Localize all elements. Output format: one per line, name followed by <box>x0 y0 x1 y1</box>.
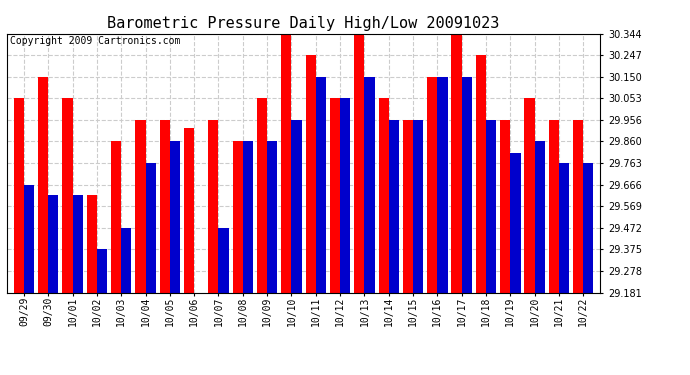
Bar <box>524 99 535 292</box>
Bar <box>511 153 520 292</box>
Bar <box>388 120 399 292</box>
Bar <box>121 228 131 292</box>
Bar <box>291 120 302 292</box>
Bar <box>427 77 437 292</box>
Bar <box>184 128 194 292</box>
Title: Barometric Pressure Daily High/Low 20091023: Barometric Pressure Daily High/Low 20091… <box>108 16 500 31</box>
Bar <box>486 120 496 292</box>
Bar <box>364 77 375 292</box>
Bar <box>267 141 277 292</box>
Bar <box>72 195 83 292</box>
Bar <box>282 34 291 292</box>
Bar <box>330 99 340 292</box>
Bar <box>573 120 583 292</box>
Bar <box>111 141 121 292</box>
Bar <box>48 195 59 292</box>
Bar <box>476 56 486 292</box>
Text: Copyright 2009 Cartronics.com: Copyright 2009 Cartronics.com <box>10 36 180 46</box>
Bar <box>257 99 267 292</box>
Bar <box>38 77 48 292</box>
Bar <box>559 163 569 292</box>
Bar <box>62 99 72 292</box>
Bar <box>87 195 97 292</box>
Bar <box>208 120 219 292</box>
Bar <box>170 141 180 292</box>
Bar <box>413 120 423 292</box>
Bar <box>340 99 351 292</box>
Bar <box>316 77 326 292</box>
Bar <box>583 163 593 292</box>
Bar <box>243 141 253 292</box>
Bar <box>135 120 146 292</box>
Bar <box>500 120 511 292</box>
Bar <box>354 34 364 292</box>
Bar <box>306 56 316 292</box>
Bar <box>14 99 24 292</box>
Bar <box>24 184 34 292</box>
Bar <box>379 99 388 292</box>
Bar <box>462 77 472 292</box>
Bar <box>403 120 413 292</box>
Bar <box>159 120 170 292</box>
Bar <box>233 141 243 292</box>
Bar <box>97 249 107 292</box>
Bar <box>219 228 228 292</box>
Bar <box>437 77 448 292</box>
Bar <box>535 141 545 292</box>
Bar <box>451 34 462 292</box>
Bar <box>549 120 559 292</box>
Bar <box>146 163 156 292</box>
